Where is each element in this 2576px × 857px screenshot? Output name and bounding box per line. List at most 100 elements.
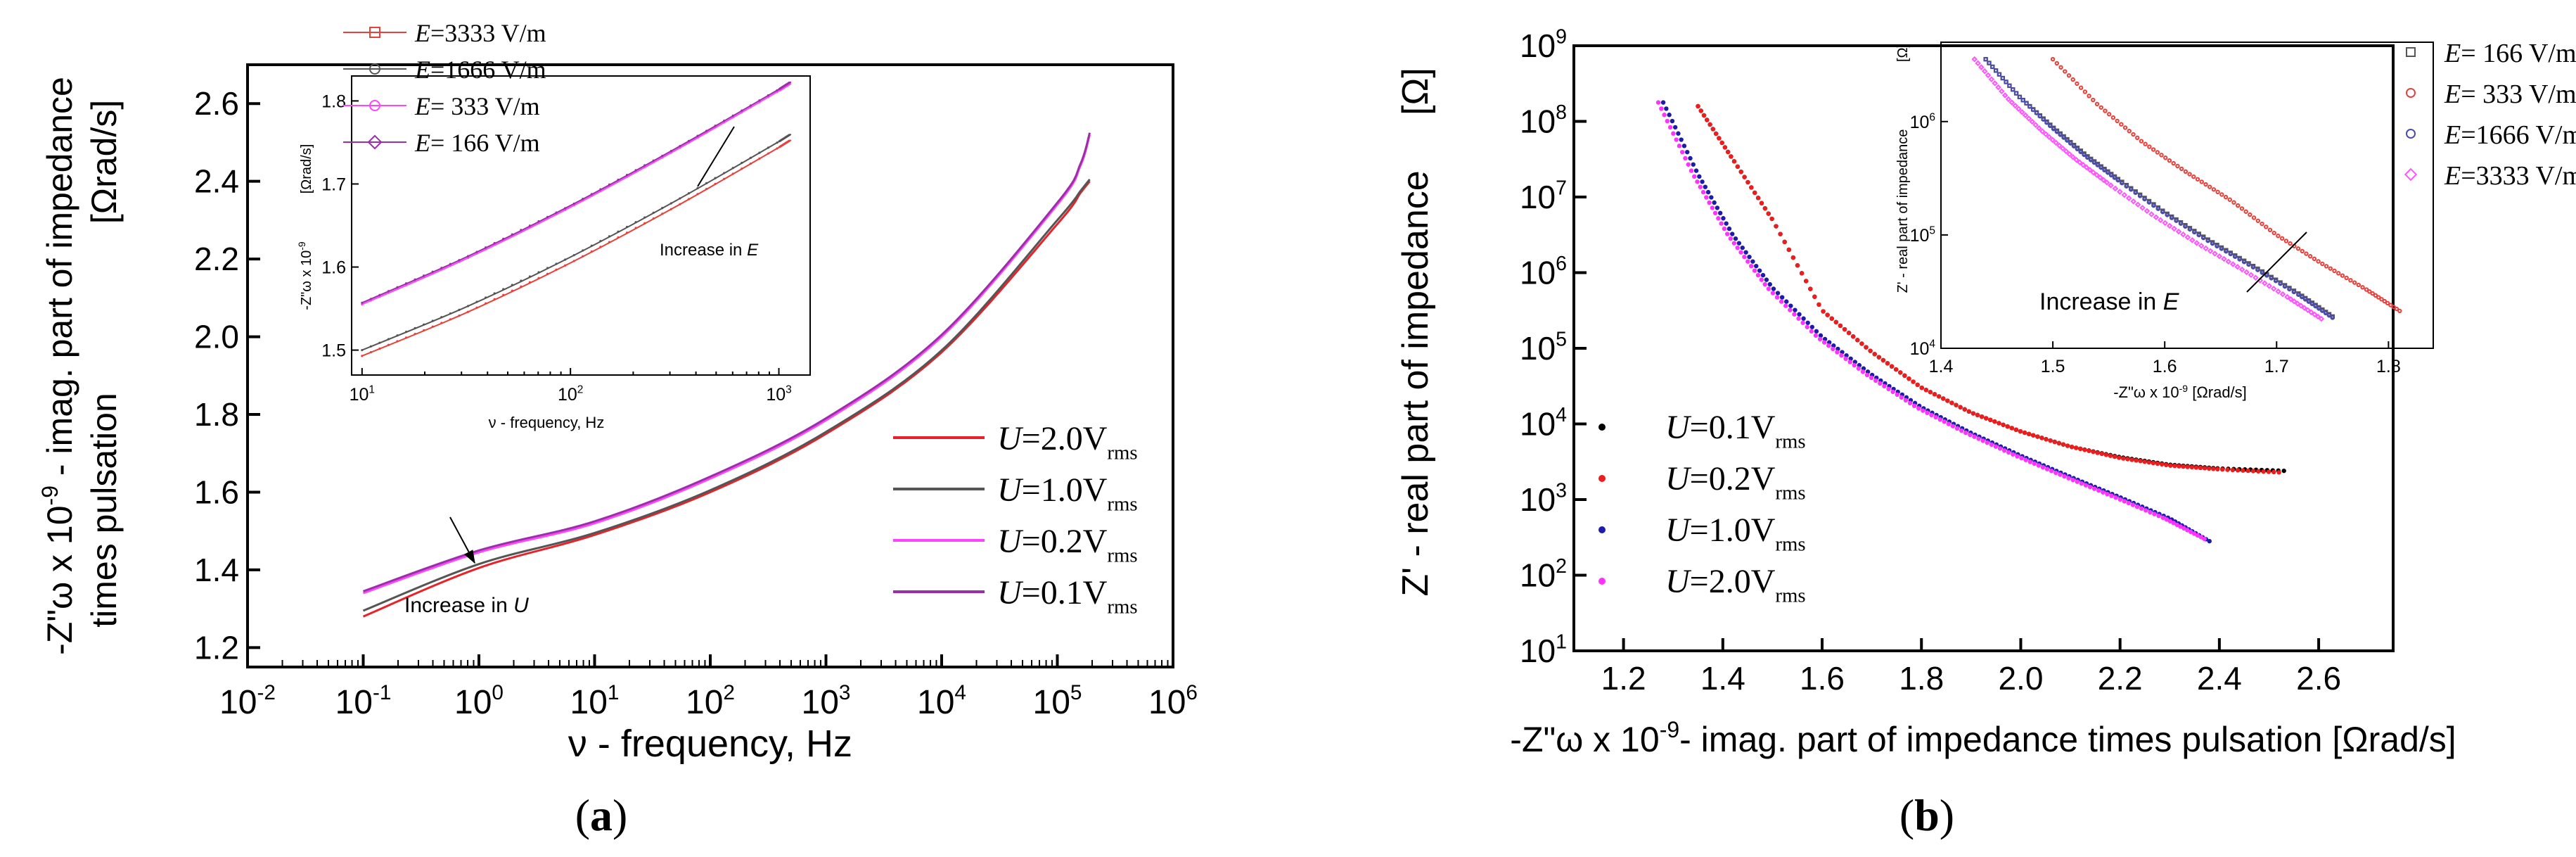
inset-series-point <box>2373 293 2378 298</box>
inset-series-point <box>767 94 770 97</box>
series-point <box>1985 440 1989 445</box>
inset-series-point <box>458 308 461 311</box>
inset-series-point <box>2059 145 2066 152</box>
inset-legend-label: E=3333 V/m <box>2444 161 2576 191</box>
series-point <box>1895 392 1899 398</box>
series-point <box>2163 462 2169 468</box>
inset-series-point <box>2143 141 2148 146</box>
inset-series-line <box>361 83 792 305</box>
series-point <box>1942 419 1947 424</box>
inset-series-point <box>2025 115 2032 122</box>
inset-series-point <box>2326 313 2332 318</box>
inset-legend-marker <box>367 134 383 150</box>
inset-series-point <box>625 225 629 229</box>
inset-series-point <box>2061 135 2066 140</box>
series-point <box>1788 303 1793 308</box>
series-point <box>2083 483 2089 488</box>
inset-series-point <box>714 177 717 179</box>
inset-series-point <box>2187 227 2193 232</box>
series-point <box>1797 312 1802 317</box>
inset-series-point <box>440 316 443 319</box>
inset-y-tick-label: 1.6 <box>321 258 346 278</box>
legend-label: U=0.1Vrms <box>1665 409 1806 452</box>
series-point <box>2250 469 2256 474</box>
series-point <box>2168 463 2173 468</box>
series-point <box>1980 438 1985 443</box>
series-point <box>1717 210 1723 216</box>
series-point <box>1692 174 1697 179</box>
inset-series-point <box>2122 125 2128 130</box>
series-point <box>1801 316 1806 321</box>
inset-series-point <box>2233 254 2238 259</box>
inset-series-point <box>2094 101 2100 107</box>
inset-series-point <box>369 345 372 348</box>
series-point <box>2031 433 2036 438</box>
inset-series-point <box>634 227 637 229</box>
inset-series-point <box>537 271 540 274</box>
series-point <box>2019 455 2024 461</box>
series-point <box>1731 159 1737 164</box>
x-tick-label: 2.6 <box>2296 660 2341 697</box>
inset-series-point <box>2278 281 2283 286</box>
inset-series-point <box>2376 295 2381 300</box>
inset-series-point <box>2212 250 2218 257</box>
inset-series-point <box>2282 284 2288 289</box>
series-point <box>1864 345 1869 350</box>
inset-series-point <box>2313 304 2318 309</box>
inset-series-point <box>2108 182 2114 189</box>
series-point <box>2121 456 2126 461</box>
inset-series-point <box>2201 235 2206 241</box>
inset-series-point <box>502 288 505 291</box>
inset-series-point <box>511 284 513 286</box>
inset-series-point <box>2318 315 2325 322</box>
series-point <box>2202 536 2207 542</box>
inset-series-point <box>2031 107 2036 113</box>
inset-series-point <box>2291 289 2297 295</box>
series-point <box>1689 168 1694 173</box>
series-point <box>1696 103 1700 109</box>
inset-series-point <box>2211 187 2217 192</box>
inset-series-point <box>2058 65 2063 70</box>
series-point <box>2061 442 2066 447</box>
inset-series-point <box>572 254 575 257</box>
inset-series-point <box>2022 112 2029 119</box>
series-point <box>1749 263 1754 269</box>
inset-series-point <box>423 323 425 326</box>
series-point <box>1954 426 1960 431</box>
inset-series-point <box>617 230 620 233</box>
series-point <box>1818 333 1824 338</box>
inset-series-point <box>582 249 584 252</box>
inset-y-axis-label: -Z"ω x 10-9 <box>296 241 314 310</box>
inset-series-point <box>2037 114 2043 119</box>
series-point <box>2075 479 2080 484</box>
inset-series-point <box>2011 87 2016 92</box>
legend-label: U=0.2Vrms <box>997 523 1138 566</box>
inset-series-point <box>440 267 443 269</box>
inset-series-point <box>741 167 743 170</box>
series-point <box>1729 154 1734 159</box>
series-point <box>2171 521 2177 526</box>
inset-series-point <box>2191 174 2196 179</box>
series-point <box>2013 427 2019 432</box>
inset-series-point <box>2316 259 2321 264</box>
inset-series-point <box>2175 228 2182 235</box>
series-point <box>1710 127 1716 132</box>
inset-series-point <box>511 233 513 236</box>
inset-series-point <box>652 159 655 162</box>
inset-series-point <box>2087 94 2091 99</box>
series-point <box>1752 268 1757 273</box>
series-point <box>1932 392 1937 397</box>
series-point <box>1755 272 1761 278</box>
inset-series-point <box>2246 262 2251 267</box>
series-point <box>2129 457 2134 462</box>
inset-legend-label: E=3333 V/m <box>414 19 546 47</box>
series-point <box>1899 395 1904 400</box>
inset-series-point <box>2215 189 2220 195</box>
legend-label: U=2.0Vrms <box>1665 563 1806 607</box>
series-point <box>1704 195 1709 200</box>
inset-series-point <box>2171 160 2176 166</box>
series-point <box>1733 236 1738 241</box>
series-point <box>1743 250 1748 255</box>
series-point <box>2048 438 2053 443</box>
series-point <box>1902 373 1907 379</box>
